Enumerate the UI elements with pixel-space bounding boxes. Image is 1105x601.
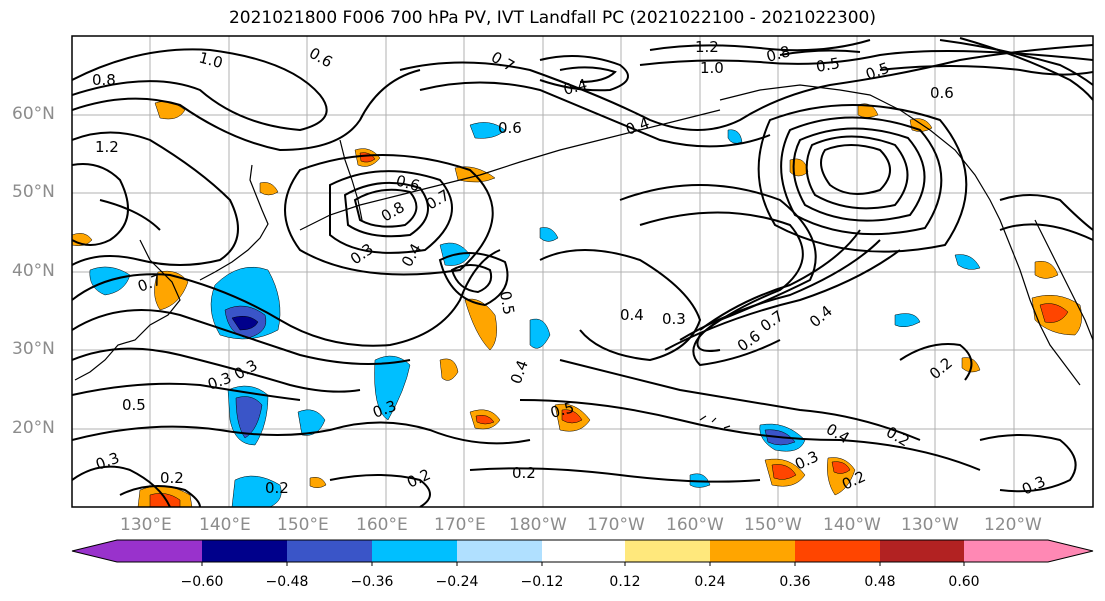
contour-label: 0.2 [265,479,289,497]
negative-patch [374,355,411,421]
contour-label: 1.2 [95,138,119,156]
colorbar-segment [710,540,795,562]
contour-label: 0.5 [548,398,576,422]
colorbar-tick-label: 0.36 [779,574,811,590]
map-frame [71,35,1094,508]
aleutian-arc [299,109,721,231]
contour-label: 1.0 [197,48,225,72]
north-america-coast [1034,219,1093,341]
contour-label: 1.0 [700,59,724,77]
lon-label: 140°E [199,515,251,535]
negative-patch [235,396,263,439]
lon-label: 180°W [509,515,567,535]
colorbar-segment [880,540,964,562]
negative-patch [894,313,921,328]
contour-label: 0.3 [662,310,686,328]
colorbar-segment [542,540,625,562]
positive-patch [1034,261,1059,279]
asia-coast [74,239,181,381]
positive-patch [857,103,879,118]
colorbar-segment [202,540,287,562]
lon-label: 170°W [587,515,645,535]
negative-patch [297,409,326,436]
colorbar-tick-label: −0.48 [265,574,309,590]
positive-patch [149,493,181,507]
positive-patch [259,182,279,196]
lat-label: 30°N [12,339,55,359]
lon-label: 140°W [823,515,881,535]
hawaii-islands [699,415,731,429]
colorbar-extend-min [72,540,117,562]
colorbar-segment [117,540,202,562]
colorbar-tick-label: −0.60 [180,574,224,590]
contour-label: 0.5 [122,396,146,414]
lon-label: 160°E [356,515,408,535]
colorbar-outline [71,539,1094,563]
positive-patch [831,461,851,474]
colorbar-extend-max [1048,540,1093,562]
negative-patch [231,475,282,507]
negative-patch [954,254,981,270]
contour-label: 0.8 [764,42,792,66]
lat-label: 20°N [12,418,55,438]
colorbar-segment [372,540,457,562]
alaska-coast [719,84,1081,386]
contour-label: 0.4 [561,75,589,99]
lat-label: 40°N [12,261,55,281]
positive-patch [771,464,797,480]
colorbar-tick-label: −0.24 [435,574,479,590]
japan-coast [199,164,269,281]
colorbar-segment [625,540,710,562]
lon-label: 150°E [277,515,329,535]
contour-label: 0.2 [160,469,184,487]
map-title: 2021021800 F006 700 hPa PV, IVT Landfall… [228,8,876,28]
positive-patch [475,415,495,425]
negative-patch [231,315,259,331]
contour-label: 0.8 [92,71,116,89]
colorbar-segment [457,540,542,562]
negative-patch [529,318,551,349]
contour-label: 0.4 [620,306,644,324]
negative-patch [727,129,743,144]
positive-patch [154,270,189,311]
contour-label: 0.5 [496,290,518,317]
lat-label: 60°N [12,104,55,124]
coastlines [74,84,1093,429]
positive-patch [1039,303,1069,323]
negative-patch [539,227,559,242]
colorbar-tick-label: 0.60 [948,574,980,590]
lon-label: 130°E [120,515,172,535]
colorbar [71,539,1094,566]
positive-patch [439,358,459,381]
positive-patch [561,409,583,424]
contour-label: 0.6 [498,119,522,137]
colorbar-segment [795,540,880,562]
lat-label: 50°N [12,182,55,202]
contour-label: 0.5 [815,54,842,76]
lon-label: 150°W [744,515,802,535]
colorbar-tick-label: 0.24 [694,574,726,590]
positive-patch [309,477,327,488]
colorbar-tick-label: 0.12 [609,574,641,590]
colorbar-tick-label: −0.36 [350,574,394,590]
positive-patch [464,298,497,351]
lon-label: 130°W [901,515,959,535]
colorbar-tick-label: 0.48 [864,574,896,590]
contour-label: 0.6 [930,84,954,102]
negative-patch [469,122,506,139]
lon-label: 170°E [434,515,486,535]
lon-label: 160°W [666,515,724,535]
lon-label: 120°W [984,515,1042,535]
colorbar-tick-label: −0.12 [520,574,564,590]
kamchatka-coast [339,139,363,221]
pv-contours [72,37,1093,507]
contour-label: 0.2 [512,464,536,482]
colorbar-segment [287,540,372,562]
contour-label: 0.6 [394,171,422,195]
contour-label: 1.2 [695,38,719,56]
colorbar-segment [964,540,1048,562]
